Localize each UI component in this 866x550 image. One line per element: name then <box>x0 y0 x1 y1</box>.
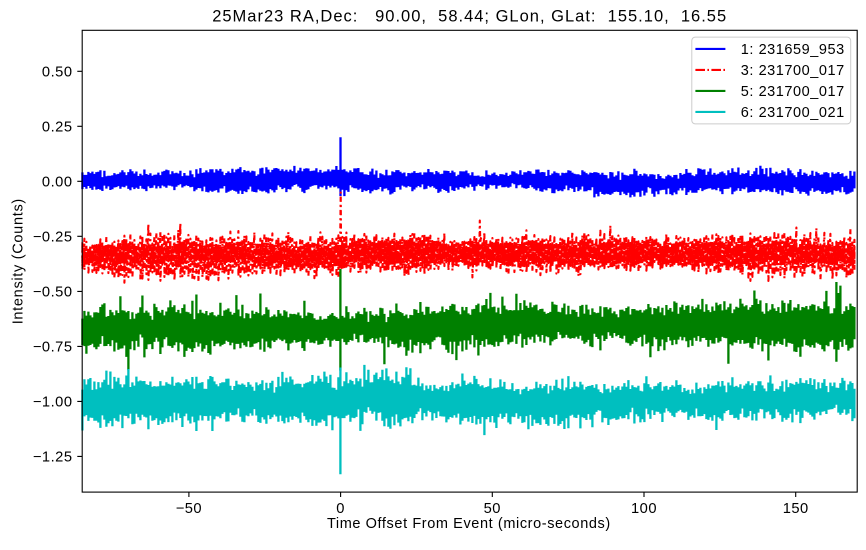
svg-text:50: 50 <box>484 501 501 517</box>
svg-text:0.25: 0.25 <box>42 120 73 136</box>
svg-text:−0.25: −0.25 <box>33 230 73 246</box>
svg-text:−50: −50 <box>176 501 202 517</box>
svg-text:5: 231700_017: 5: 231700_017 <box>741 84 845 100</box>
svg-text:Time Offset From Event (micro-: Time Offset From Event (micro-seconds) <box>327 516 611 532</box>
svg-text:0.50: 0.50 <box>42 65 73 81</box>
svg-text:6: 231700_021: 6: 231700_021 <box>741 105 845 121</box>
svg-text:0.00: 0.00 <box>42 175 73 191</box>
svg-text:1: 231659_953: 1: 231659_953 <box>741 42 845 58</box>
svg-text:25Mar23 RA,Dec: 90.00, 58.4: 25Mar23 RA,Dec: 90.00, 58.44; GLon, GLat… <box>212 8 727 26</box>
svg-text:Intensity (Counts): Intensity (Counts) <box>11 198 27 324</box>
svg-text:150: 150 <box>783 501 809 517</box>
svg-text:100: 100 <box>631 501 657 517</box>
svg-text:−0.75: −0.75 <box>33 340 73 356</box>
svg-text:−0.50: −0.50 <box>33 285 73 301</box>
svg-text:0: 0 <box>336 501 345 517</box>
svg-text:−1.25: −1.25 <box>33 450 73 466</box>
svg-text:3: 231700_017: 3: 231700_017 <box>741 63 845 79</box>
svg-text:−1.00: −1.00 <box>33 395 73 411</box>
